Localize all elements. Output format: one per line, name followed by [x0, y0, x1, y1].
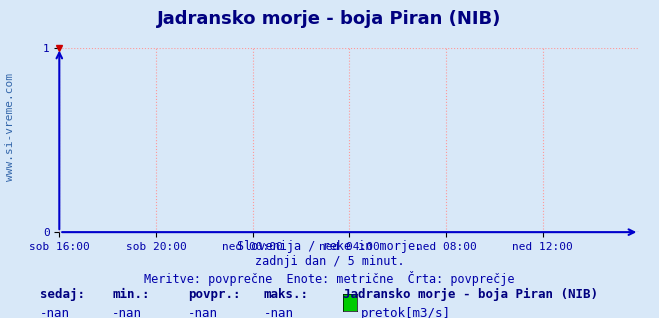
Text: Meritve: povprečne  Enote: metrične  Črta: povprečje: Meritve: povprečne Enote: metrične Črta:…: [144, 271, 515, 286]
Text: maks.:: maks.:: [264, 288, 308, 301]
Text: -nan: -nan: [112, 307, 142, 318]
Text: pretok[m3/s]: pretok[m3/s]: [361, 307, 451, 318]
Text: Slovenija / reke in morje.: Slovenija / reke in morje.: [237, 240, 422, 253]
Text: Jadransko morje - boja Piran (NIB): Jadransko morje - boja Piran (NIB): [158, 10, 501, 28]
Text: -nan: -nan: [188, 307, 218, 318]
Text: -nan: -nan: [264, 307, 294, 318]
Text: min.:: min.:: [112, 288, 150, 301]
Text: www.si-vreme.com: www.si-vreme.com: [5, 73, 15, 181]
Text: povpr.:: povpr.:: [188, 288, 241, 301]
Text: -nan: -nan: [40, 307, 70, 318]
Text: sedaj:: sedaj:: [40, 288, 84, 301]
Text: Jadransko morje - boja Piran (NIB): Jadransko morje - boja Piran (NIB): [343, 288, 598, 301]
Text: zadnji dan / 5 minut.: zadnji dan / 5 minut.: [254, 255, 405, 268]
